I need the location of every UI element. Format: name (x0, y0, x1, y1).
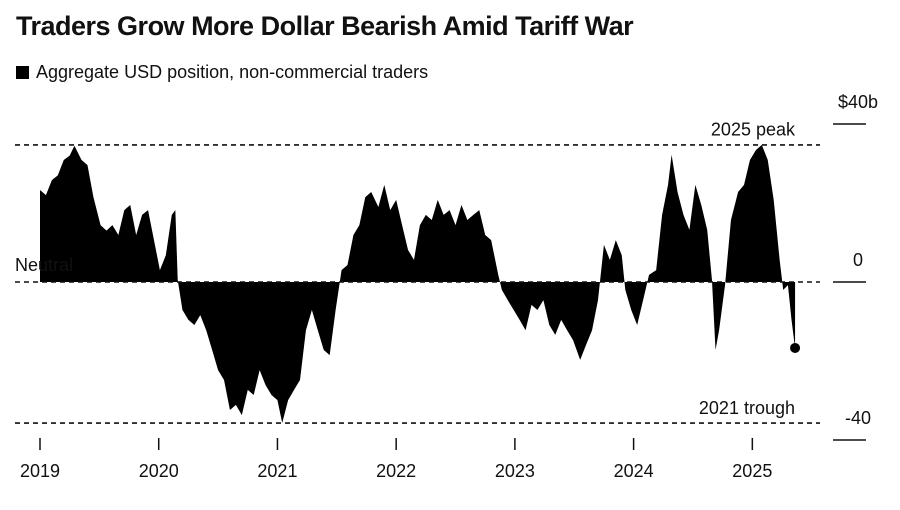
legend-swatch (16, 66, 29, 79)
legend-label: Aggregate USD position, non-commercial t… (36, 62, 428, 82)
x-tick-label: 2019 (20, 461, 60, 481)
x-tick-label: 2024 (614, 461, 654, 481)
x-tick-label: 2022 (376, 461, 416, 481)
x-tick-label: 2023 (495, 461, 535, 481)
x-tick-label: 2021 (257, 461, 297, 481)
annotation: 2025 peak (711, 120, 796, 140)
end-dot (790, 342, 801, 353)
area (40, 144, 796, 424)
y-tick-label: -40 (845, 408, 871, 428)
y-tick-label: 0 (853, 250, 863, 270)
annotation: 2021 trough (699, 398, 795, 418)
x-tick-label: 2020 (139, 461, 179, 481)
annotation: Neutral (15, 255, 73, 275)
chart-title: Traders Grow More Dollar Bearish Amid Ta… (16, 11, 634, 41)
y-tick-label: $40b (838, 92, 878, 112)
x-tick-label: 2025 (732, 461, 772, 481)
